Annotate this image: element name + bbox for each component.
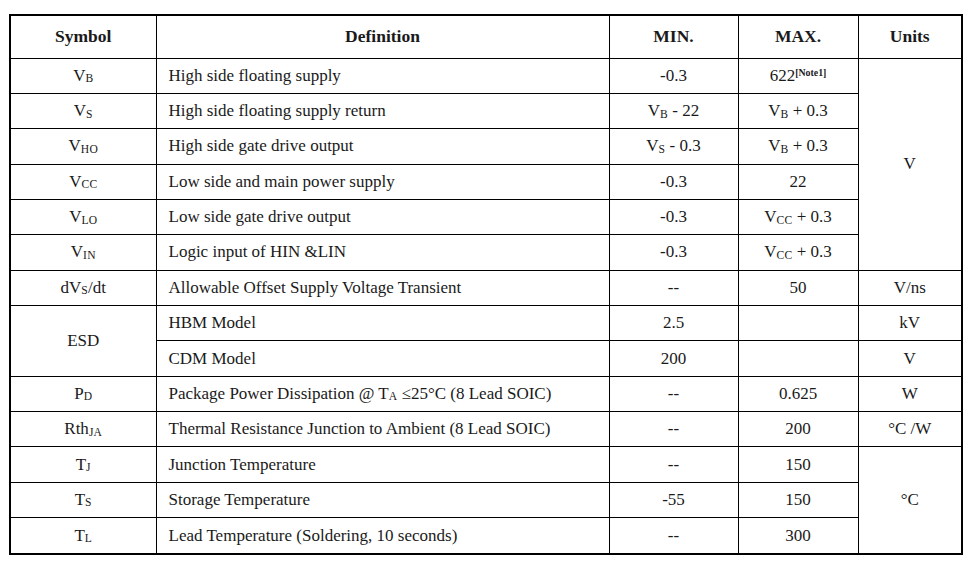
max-cell-empty [738, 306, 858, 341]
min-cell: -0.3 [609, 58, 738, 93]
max-cell: 22 [738, 164, 858, 199]
min-cell: 2.5 [609, 306, 738, 341]
table-header-row: Symbol Definition MIN. MAX. Units [10, 15, 962, 58]
min-cell: -- [609, 270, 738, 305]
min-cell: 200 [609, 341, 738, 376]
units-cell: kV [858, 306, 962, 341]
col-header-max: MAX. [738, 15, 858, 58]
definition-cell: Storage Temperature [156, 482, 609, 517]
definition-cell: HBM Model [156, 306, 609, 341]
max-cell: VCC + 0.3 [738, 199, 858, 234]
table-row-ts: TS Storage Temperature -55 150 [10, 482, 962, 517]
min-cell: -- [609, 447, 738, 482]
table-row-vcc: VCC Low side and main power supply -0.3 … [10, 164, 962, 199]
symbol-cell: TL [10, 518, 156, 554]
definition-cell: Junction Temperature [156, 447, 609, 482]
definition-cell: CDM Model [156, 341, 609, 376]
units-cell: °C /W [858, 412, 962, 447]
col-header-definition: Definition [156, 15, 609, 58]
definition-cell: Low side gate drive output [156, 199, 609, 234]
symbol-cell: TJ [10, 447, 156, 482]
definition-cell: Allowable Offset Supply Voltage Transien… [156, 270, 609, 305]
max-cell: 50 [738, 270, 858, 305]
max-cell: 300 [738, 518, 858, 554]
max-cell: 622[Note1] [738, 58, 858, 93]
table-row-rthja: RthJA Thermal Resistance Junction to Amb… [10, 412, 962, 447]
min-cell: VS - 0.3 [609, 129, 738, 164]
min-cell: -55 [609, 482, 738, 517]
max-cell-empty [738, 341, 858, 376]
table-row-pd: PD Package Power Dissipation @ TA ≤25°C … [10, 376, 962, 411]
max-cell: 150 [738, 447, 858, 482]
min-cell: -- [609, 412, 738, 447]
symbol-cell: VHO [10, 129, 156, 164]
max-cell: VB + 0.3 [738, 93, 858, 128]
symbol-cell-esd: ESD [10, 306, 156, 377]
min-cell: -0.3 [609, 164, 738, 199]
units-cell: V [858, 341, 962, 376]
definition-cell: Logic input of HIN &LIN [156, 235, 609, 270]
definition-cell: Lead Temperature (Soldering, 10 seconds) [156, 518, 609, 554]
units-cell: W [858, 376, 962, 411]
max-cell: VCC + 0.3 [738, 235, 858, 270]
min-cell: -- [609, 376, 738, 411]
absolute-maximum-ratings-table: Symbol Definition MIN. MAX. Units VB Hig… [9, 14, 963, 555]
symbol-cell: dVS/dt [10, 270, 156, 305]
table-row-vlo: VLO Low side gate drive output -0.3 VCC … [10, 199, 962, 234]
ratings-table-container: Symbol Definition MIN. MAX. Units VB Hig… [9, 14, 963, 555]
min-cell: -0.3 [609, 199, 738, 234]
definition-cell: High side floating supply return [156, 93, 609, 128]
max-cell: 150 [738, 482, 858, 517]
table-row-vho: VHO High side gate drive output VS - 0.3… [10, 129, 962, 164]
min-cell: -- [609, 518, 738, 554]
definition-cell: Low side and main power supply [156, 164, 609, 199]
col-header-min: MIN. [609, 15, 738, 58]
symbol-cell: VCC [10, 164, 156, 199]
units-cell: V/ns [858, 270, 962, 305]
table-row-dvsdt: dVS/dt Allowable Offset Supply Voltage T… [10, 270, 962, 305]
max-cell: 200 [738, 412, 858, 447]
symbol-cell: RthJA [10, 412, 156, 447]
symbol-cell: VLO [10, 199, 156, 234]
symbol-cell: TS [10, 482, 156, 517]
table-row-vin: VIN Logic input of HIN &LIN -0.3 VCC + 0… [10, 235, 962, 270]
max-cell: 0.625 [738, 376, 858, 411]
table-row-tj: TJ Junction Temperature -- 150 °C [10, 447, 962, 482]
definition-cell: High side gate drive output [156, 129, 609, 164]
max-cell: VB + 0.3 [738, 129, 858, 164]
symbol-cell: VB [10, 58, 156, 93]
table-row-tl: TL Lead Temperature (Soldering, 10 secon… [10, 518, 962, 554]
symbol-cell: VIN [10, 235, 156, 270]
min-cell: VB - 22 [609, 93, 738, 128]
definition-cell: High side floating supply [156, 58, 609, 93]
col-header-units: Units [858, 15, 962, 58]
table-row-vb: VB High side floating supply -0.3 622[No… [10, 58, 962, 93]
definition-cell: Thermal Resistance Junction to Ambient (… [156, 412, 609, 447]
min-cell: -0.3 [609, 235, 738, 270]
table-row-esd-hbm: ESD HBM Model 2.5 kV [10, 306, 962, 341]
symbol-cell: VS [10, 93, 156, 128]
col-header-symbol: Symbol [10, 15, 156, 58]
units-cell-temp-group: °C [858, 447, 962, 554]
symbol-cell: PD [10, 376, 156, 411]
definition-cell: Package Power Dissipation @ TA ≤25°C (8 … [156, 376, 609, 411]
table-row-vs: VS High side floating supply return VB -… [10, 93, 962, 128]
units-cell-voltage-group: V [858, 58, 962, 270]
